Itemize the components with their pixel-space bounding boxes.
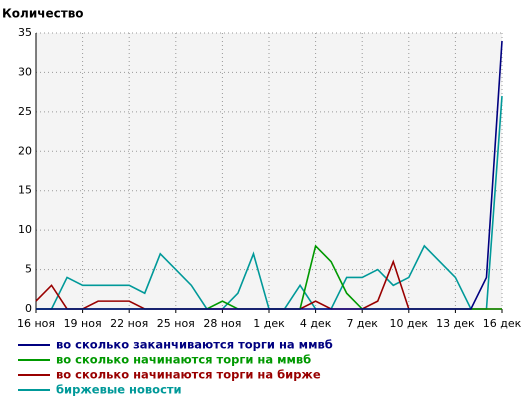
x-tick-label: 1 дек xyxy=(253,317,285,330)
x-tick-label: 28 ноя xyxy=(203,317,241,330)
y-tick-label: 30 xyxy=(18,65,32,78)
x-tick-label: 19 ноя xyxy=(64,317,102,330)
x-tick-label: 10 дек xyxy=(390,317,429,330)
x-tick-label: 16 ноя xyxy=(17,317,55,330)
y-tick-label: 15 xyxy=(18,184,32,197)
y-tick-label: 35 xyxy=(18,26,32,39)
legend-label: во сколько заканчиваются торги на ммвб xyxy=(56,338,333,352)
chart-title: Количество xyxy=(2,7,84,21)
y-tick-label: 5 xyxy=(25,263,32,276)
plot-area xyxy=(36,33,502,309)
x-tick-label: 7 дек xyxy=(346,317,378,330)
x-tick-label: 16 дек xyxy=(483,317,522,330)
series-line xyxy=(36,40,503,310)
y-tick-label: 10 xyxy=(18,223,32,236)
y-tick-label: 25 xyxy=(18,105,32,118)
legend-label: во сколько начинаются торги на бирже xyxy=(56,368,321,382)
legend-label: во сколько начинаются торги на ммвб xyxy=(56,353,311,367)
x-tick-label: 13 дек xyxy=(436,317,475,330)
legend-label: биржевые новости xyxy=(56,383,182,397)
y-tick-label: 0 xyxy=(25,302,32,315)
x-tick-label: 25 ноя xyxy=(157,317,195,330)
y-tick-label: 20 xyxy=(18,144,32,157)
x-tick-label: 4 дек xyxy=(300,317,332,330)
x-tick-label: 22 ноя xyxy=(110,317,148,330)
